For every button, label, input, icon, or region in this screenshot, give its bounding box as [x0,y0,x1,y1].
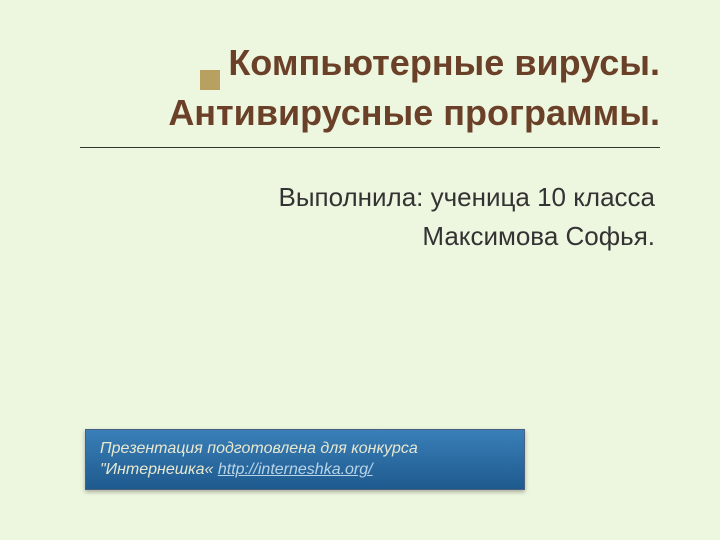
title-section: Компьютерные вирусы. Антивирусные програ… [80,40,660,148]
subtitle-line-2: Максимова Софья. [80,217,655,256]
title-marker-icon [200,70,220,90]
title-wrap: Компьютерные вирусы. Антивирусные програ… [80,40,660,135]
subtitle-section: Выполнила: ученица 10 класса Максимова С… [80,178,660,256]
footer-box: Презентация подготовлена для конкурса "И… [85,429,525,490]
slide-container: Компьютерные вирусы. Антивирусные програ… [0,0,720,540]
slide-title: Компьютерные вирусы. Антивирусные програ… [168,42,660,133]
subtitle-line-1: Выполнила: ученица 10 класса [80,178,655,217]
footer-link[interactable]: http://interneshka.org/ [218,461,373,478]
